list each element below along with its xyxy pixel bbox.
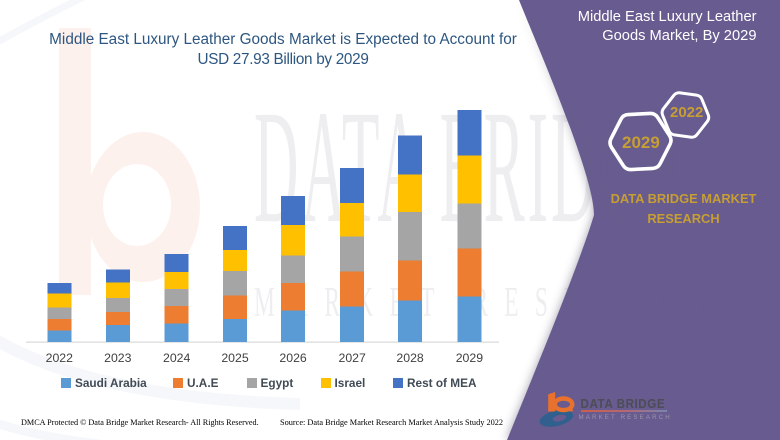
svg-text:MARKET RESEARCH: MARKET RESEARCH — [254, 280, 725, 326]
svg-text:MARKET RESEARCH: MARKET RESEARCH — [579, 414, 672, 421]
svg-text:DATA BRIDGE: DATA BRIDGE — [581, 396, 666, 410]
